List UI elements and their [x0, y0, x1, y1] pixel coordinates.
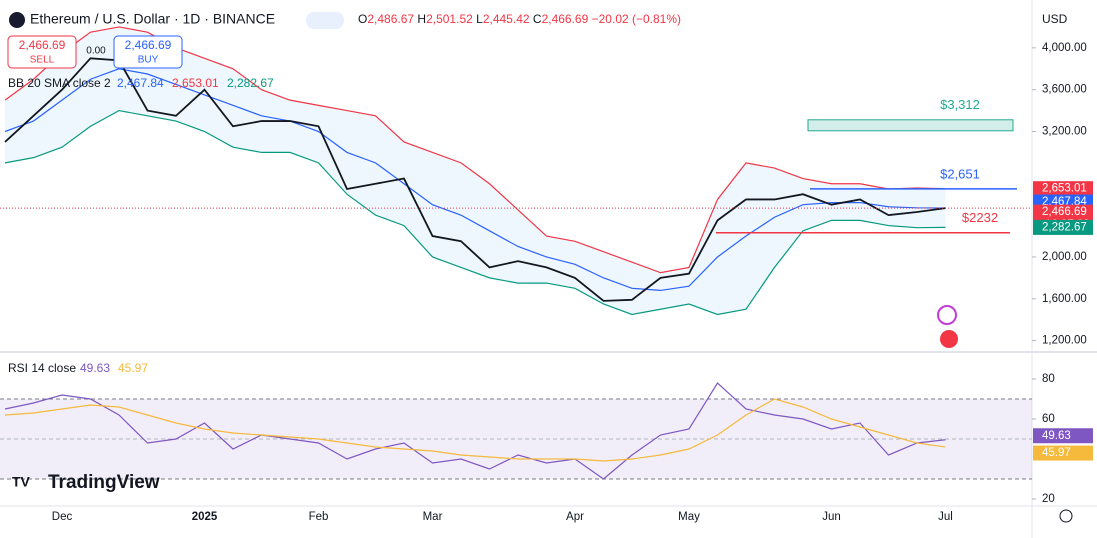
- rsi-name: RSI 14 close: [8, 361, 76, 375]
- ohlc-value: 2,445.42: [483, 12, 530, 26]
- x-tick-label: Feb: [309, 511, 329, 523]
- price-label: 49.63: [1042, 430, 1071, 442]
- settings-icon[interactable]: [1059, 509, 1073, 523]
- price-label: 45.97: [1042, 447, 1071, 459]
- price-label-box: [1033, 445, 1093, 461]
- series-line: [4, 398, 946, 462]
- indicator-toggle[interactable]: [306, 12, 344, 29]
- bb-name: BB 20 SMA close 2: [8, 76, 111, 90]
- level-label: $3,312: [940, 97, 980, 112]
- ohlc-value: 2,501.52: [426, 12, 473, 26]
- y-tick-label: 1,600.00: [1042, 293, 1087, 305]
- bb-basis: 2,467.84: [117, 76, 164, 90]
- alert-icon[interactable]: [937, 305, 957, 325]
- logo-mark: TV: [12, 474, 31, 490]
- band-fill: [5, 26, 946, 315]
- x-tick-label: May: [678, 511, 700, 523]
- ohlc-label: L: [476, 12, 483, 26]
- spread: 0.00: [86, 46, 106, 57]
- buy-button[interactable]: [113, 35, 183, 69]
- x-tick-label: Jun: [822, 511, 841, 523]
- zone: [807, 119, 1014, 132]
- price-label: 2,282.67: [1042, 221, 1087, 233]
- ohlc-label: O: [358, 12, 367, 26]
- symbol: Ethereum / U.S. Dollar · 1D · BINANCE: [30, 11, 275, 27]
- symbol-icon: [9, 12, 25, 28]
- y-tick-label: 20: [1042, 493, 1055, 505]
- y-tick-label: 3,200.00: [1042, 126, 1087, 138]
- bb-lower: 2,282.67: [227, 76, 274, 90]
- event-icon[interactable]: [940, 330, 958, 348]
- brand: TradingView: [48, 472, 160, 493]
- ohlc-label: C: [533, 12, 542, 26]
- y-tick-label: 2,000.00: [1042, 251, 1087, 263]
- rsi-value: 49.63: [80, 361, 110, 375]
- price-label-box: [1033, 428, 1093, 444]
- price-label-box: [1033, 219, 1093, 235]
- ohlc-label: H: [417, 12, 426, 26]
- change: −20.02 (−0.81%): [592, 12, 681, 26]
- bb-upper: 2,653.01: [172, 76, 219, 90]
- sell-price: 2,466.69: [19, 38, 66, 52]
- y-tick-label: 4,000.00: [1042, 42, 1087, 54]
- y-tick-label: 3,600.00: [1042, 84, 1087, 96]
- x-tick-label: Dec: [52, 511, 73, 523]
- sell-button[interactable]: [7, 35, 77, 69]
- ohlc: O2,486.67 H2,501.52 L2,445.42 C2,466.69 …: [358, 12, 681, 26]
- x-tick-label: Jul: [938, 511, 953, 523]
- level-label: $2232: [962, 210, 998, 225]
- currency[interactable]: USD: [1042, 12, 1068, 26]
- sell-label: SELL: [30, 55, 55, 66]
- series-line: [4, 57, 946, 302]
- x-tick-label: 2025: [192, 511, 218, 523]
- plot: 1,200.00 1,600.00 2,000.00 3,200.00 3,600.00…: [0, 26, 1093, 523]
- buy-label: BUY: [138, 55, 159, 66]
- rsi-ma-value: 45.97: [118, 361, 148, 375]
- ohlc-value: 2,486.67: [367, 12, 414, 26]
- x-tick-label: Mar: [423, 511, 443, 523]
- ohlc-value: 2,466.69: [542, 12, 589, 26]
- y-tick-label: 80: [1042, 373, 1055, 385]
- price-label: 2,466.69: [1042, 206, 1087, 218]
- buy-price: 2,466.69: [125, 38, 172, 52]
- level-label: $2,651: [940, 166, 980, 181]
- y-tick-label: 1,200.00: [1042, 335, 1087, 347]
- price-label-box: [1033, 181, 1093, 197]
- series-line: [4, 68, 946, 292]
- price-label: 2,653.01: [1042, 183, 1087, 195]
- series-line: [4, 109, 946, 316]
- series-line: [4, 382, 946, 480]
- x-tick-label: Apr: [566, 511, 584, 523]
- y-tick-label: 60: [1042, 413, 1055, 425]
